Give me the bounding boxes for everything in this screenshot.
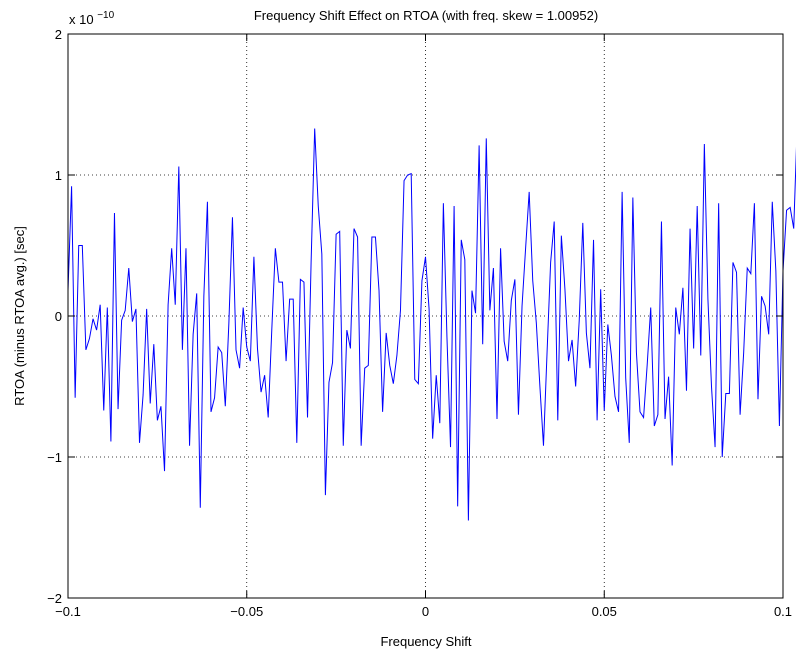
- plot-axes: −0.1 −0.05 0 0.05 0.1 −2 −1 0 1 2: [47, 27, 796, 619]
- y-tick-label: −1: [47, 450, 62, 465]
- chart-title: Frequency Shift Effect on RTOA (with fre…: [254, 8, 598, 23]
- x-axis-label: Frequency Shift: [380, 634, 471, 649]
- y-axis-exponent-base: x 10: [69, 12, 94, 27]
- y-tick-label: 2: [55, 27, 62, 42]
- y-tick-label: 1: [55, 168, 62, 183]
- y-tick-label: 0: [55, 309, 62, 324]
- y-axis-exponent-power: −10: [97, 10, 114, 21]
- x-tick-label: −0.1: [55, 604, 81, 619]
- x-tick-label: −0.05: [230, 604, 263, 619]
- y-tick-label: −2: [47, 591, 62, 606]
- x-tick-label: 0.05: [592, 604, 617, 619]
- y-axis-exponent-label: x 10 −10: [69, 10, 115, 27]
- series-line: [67, 128, 796, 521]
- x-tick-label: 0: [422, 604, 429, 619]
- y-axis-label: RTOA (minus RTOA avg.) [sec]: [12, 226, 27, 406]
- x-tick-label: 0.1: [774, 604, 792, 619]
